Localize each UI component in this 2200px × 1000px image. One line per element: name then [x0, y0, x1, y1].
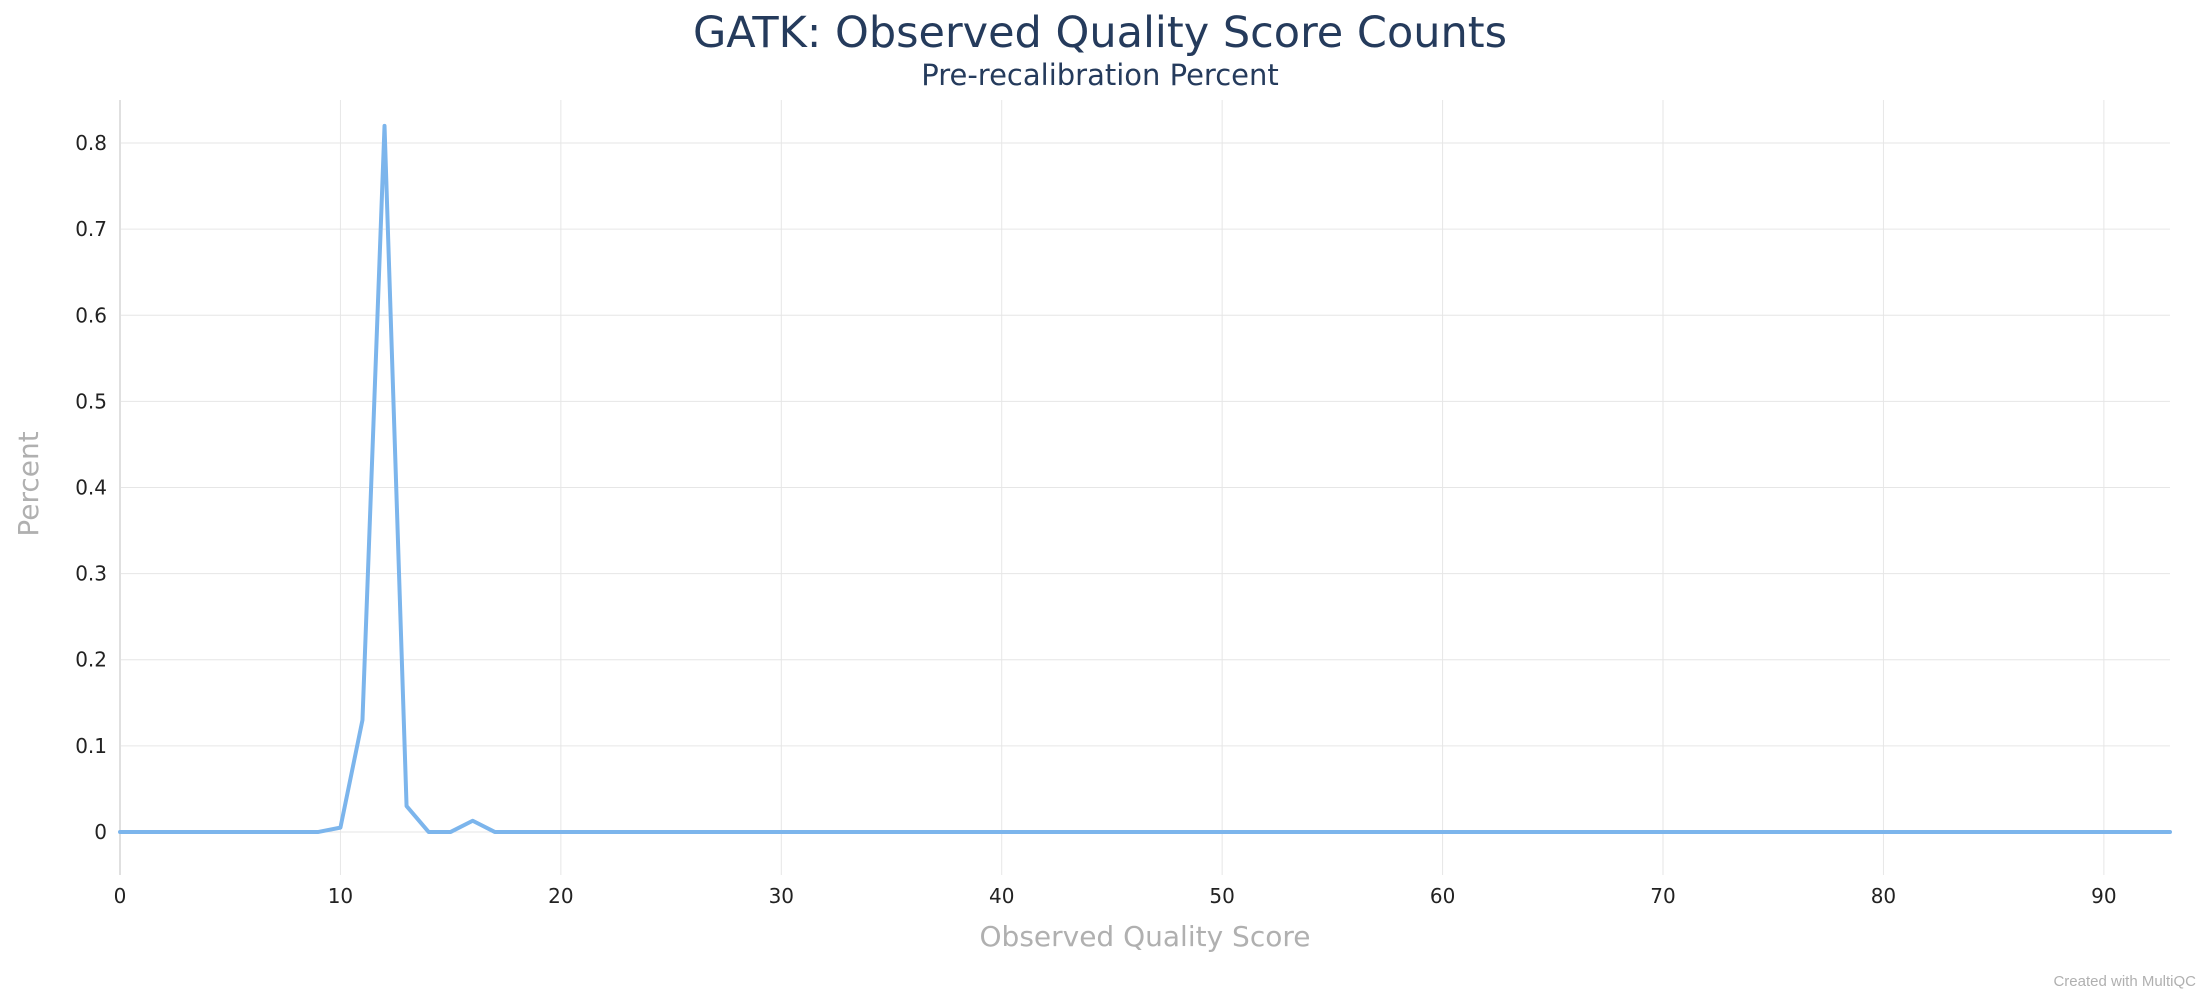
- grid-layer: [119, 100, 2170, 875]
- x-tick-label: 80: [1871, 884, 1896, 908]
- data-point[interactable]: [1771, 830, 1775, 834]
- data-point[interactable]: [669, 830, 673, 834]
- y-tick-label: 0.1: [75, 734, 107, 758]
- data-point[interactable]: [118, 830, 122, 834]
- credit-text: Created with MultiQC: [2053, 973, 2196, 990]
- data-point[interactable]: [515, 830, 519, 834]
- x-tick-label: 70: [1650, 884, 1675, 908]
- x-tick-label: 10: [328, 884, 353, 908]
- x-tick-label: 60: [1430, 884, 1455, 908]
- data-point[interactable]: [206, 830, 210, 834]
- data-point[interactable]: [1220, 830, 1224, 834]
- data-point[interactable]: [294, 830, 298, 834]
- data-point[interactable]: [272, 830, 276, 834]
- x-tick-label: 50: [1209, 884, 1234, 908]
- y-tick-label: 0.8: [75, 131, 107, 155]
- data-point[interactable]: [228, 830, 232, 834]
- data-point[interactable]: [405, 804, 409, 808]
- data-point[interactable]: [890, 830, 894, 834]
- chart-subtitle: Pre-recalibration Percent: [921, 58, 1279, 92]
- y-tick-label: 0.7: [75, 217, 107, 241]
- data-point[interactable]: [383, 124, 387, 128]
- y-tick-label: 0: [94, 820, 107, 844]
- x-tick-label: 0: [114, 884, 127, 908]
- data-point[interactable]: [1992, 830, 1996, 834]
- data-point[interactable]: [140, 830, 144, 834]
- data-point[interactable]: [250, 830, 254, 834]
- data-point[interactable]: [1000, 830, 1004, 834]
- chart-title: GATK: Observed Quality Score Counts: [692, 8, 1508, 58]
- data-point[interactable]: [779, 830, 783, 834]
- label-layer: 0 0.1 0.2 0.3 0.4 0.5 0.6 0.7 0.8 0 10 20 30 40 50 60 70…: [75, 131, 2116, 908]
- data-point[interactable]: [338, 826, 342, 830]
- series-layer: [118, 123, 2172, 834]
- y-tick-label: 0.6: [75, 303, 107, 327]
- data-point[interactable]: [537, 830, 541, 834]
- data-point[interactable]: [559, 830, 563, 834]
- y-tick-label: 0.4: [75, 476, 107, 500]
- data-point[interactable]: [1661, 830, 1665, 834]
- data-point[interactable]: [427, 830, 431, 834]
- data-point[interactable]: [1110, 830, 1114, 834]
- y-tick-label: 0.2: [75, 648, 107, 672]
- data-point[interactable]: [471, 819, 475, 823]
- data-point[interactable]: [1330, 830, 1334, 834]
- x-tick-label: 40: [989, 884, 1014, 908]
- series-line[interactable]: [118, 123, 2172, 834]
- x-tick-label: 30: [769, 884, 794, 908]
- y-tick-label: 0.3: [75, 562, 107, 586]
- data-point[interactable]: [2168, 830, 2172, 834]
- x-axis-title: Observed Quality Score: [980, 920, 1311, 953]
- data-point[interactable]: [1881, 830, 1885, 834]
- data-point[interactable]: [493, 830, 497, 834]
- y-tick-label: 0.5: [75, 389, 107, 413]
- data-point[interactable]: [2102, 830, 2106, 834]
- data-point[interactable]: [1551, 830, 1555, 834]
- data-point[interactable]: [449, 830, 453, 834]
- data-point[interactable]: [1441, 830, 1445, 834]
- data-point[interactable]: [360, 718, 364, 722]
- x-tick-label: 20: [548, 884, 573, 908]
- data-point[interactable]: [162, 830, 166, 834]
- y-axis-title: Percent: [12, 431, 45, 536]
- x-tick-label: 90: [2091, 884, 2116, 908]
- data-point[interactable]: [184, 830, 188, 834]
- data-point[interactable]: [316, 830, 320, 834]
